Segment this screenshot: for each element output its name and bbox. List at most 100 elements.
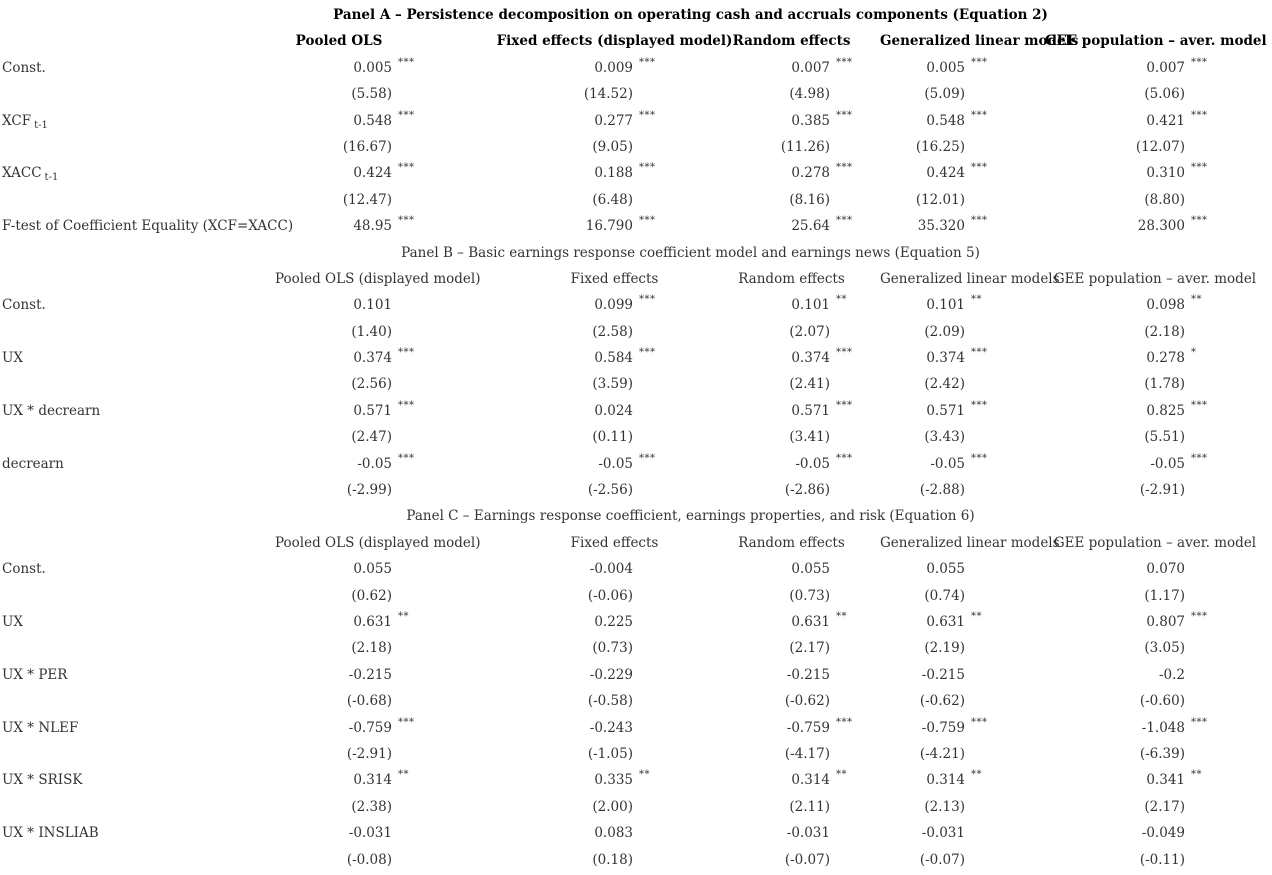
significance-stars bbox=[633, 736, 669, 762]
t-stat-value: (6.48) bbox=[592, 191, 633, 208]
significance-stars: *** bbox=[971, 109, 988, 121]
column-header-fixed-effects: Fixed effects (displayed model) bbox=[496, 33, 733, 50]
significance-stars bbox=[392, 842, 428, 868]
panel-a: Panel A – Persistence decomposition on o… bbox=[0, 2, 1267, 240]
significance-stars: *** bbox=[971, 215, 988, 227]
row-label: F-test of Coefficient Equality (XCF=XACC… bbox=[2, 218, 294, 235]
significance-stars bbox=[965, 76, 1001, 102]
t-stat-value: (2.58) bbox=[592, 323, 633, 340]
significance-stars bbox=[830, 630, 866, 656]
t-stat-row: (16.67) (9.05) (11.26) (16.25) (12.07) bbox=[0, 134, 1221, 160]
significance-stars bbox=[633, 76, 669, 102]
column-header-fixed-effects: Fixed effects bbox=[570, 270, 659, 287]
coefficient-value: 0.631 bbox=[926, 613, 965, 630]
row-label: Const. bbox=[2, 561, 46, 578]
coefficient-value: 0.571 bbox=[791, 402, 830, 419]
significance-stars: *** bbox=[398, 347, 415, 359]
coefficient-value: 0.314 bbox=[353, 772, 392, 789]
significance-stars bbox=[392, 472, 428, 498]
significance-stars bbox=[1185, 551, 1221, 577]
panel-b-title: Panel B – Basic earnings response coeffi… bbox=[401, 244, 980, 261]
t-stat-value: (-0.07) bbox=[919, 851, 965, 868]
t-stat-value: (5.51) bbox=[1144, 429, 1185, 446]
t-stat-value: (-2.99) bbox=[346, 482, 392, 499]
significance-stars bbox=[633, 630, 669, 656]
row-label: decrearn bbox=[2, 455, 64, 472]
significance-stars: *** bbox=[971, 347, 988, 359]
significance-stars: *** bbox=[971, 452, 988, 464]
coefficient-value: -0.2 bbox=[1158, 666, 1185, 683]
t-stat-row: (2.56) (3.59) (2.41) (2.42) (1.78) bbox=[0, 371, 1221, 397]
t-stat-value: (0.62) bbox=[351, 587, 392, 604]
significance-stars bbox=[1185, 815, 1221, 841]
t-stat-value: (0.11) bbox=[592, 429, 633, 446]
significance-stars bbox=[1185, 789, 1221, 815]
row-label: Const. bbox=[2, 59, 46, 76]
significance-stars bbox=[830, 366, 866, 392]
coefficient-value: 0.278 bbox=[791, 165, 830, 182]
significance-stars: ** bbox=[836, 610, 847, 622]
significance-stars bbox=[392, 789, 428, 815]
significance-stars bbox=[830, 472, 866, 498]
coefficient-value: 0.424 bbox=[926, 165, 965, 182]
t-stat-value: (14.52) bbox=[583, 86, 633, 103]
t-stat-value: (-2.56) bbox=[587, 482, 633, 499]
coefficient-value: 0.007 bbox=[791, 59, 830, 76]
significance-stars: *** bbox=[639, 56, 656, 68]
row-label bbox=[0, 371, 300, 397]
t-stat-row: (12.47) (6.48) (8.16) (12.01) (8.80) bbox=[0, 187, 1221, 213]
coefficient-value: -0.05 bbox=[1150, 455, 1185, 472]
coefficient-value: 0.571 bbox=[353, 402, 392, 419]
coefficient-value: 0.631 bbox=[791, 613, 830, 630]
significance-stars bbox=[392, 366, 428, 392]
significance-stars bbox=[1185, 76, 1221, 102]
coefficient-value: -0.031 bbox=[348, 825, 392, 842]
significance-stars bbox=[633, 657, 669, 683]
significance-stars: *** bbox=[639, 109, 656, 121]
column-header-glm: Generalized linear models bbox=[880, 534, 1060, 551]
coefficient-value: 0.548 bbox=[926, 112, 965, 129]
significance-stars bbox=[1185, 842, 1221, 868]
significance-stars: *** bbox=[1191, 109, 1208, 121]
t-stat-value: (-0.62) bbox=[919, 693, 965, 710]
t-stat-value: (0.18) bbox=[592, 851, 633, 868]
t-stat-value: (5.58) bbox=[351, 86, 392, 103]
significance-stars: *** bbox=[1191, 56, 1208, 68]
coefficient-row: F-test of Coefficient Equality (XCF=XACC… bbox=[0, 213, 1221, 239]
t-stat-value: (2.42) bbox=[924, 376, 965, 393]
t-stat-value: (2.00) bbox=[592, 798, 633, 815]
coefficient-value: 0.374 bbox=[926, 350, 965, 367]
significance-stars bbox=[965, 815, 1001, 841]
t-stat-value: (0.73) bbox=[789, 587, 830, 604]
significance-stars: *** bbox=[836, 162, 853, 174]
row-label bbox=[0, 583, 300, 609]
t-stat-value: (-2.88) bbox=[919, 482, 965, 499]
panel-c-title: Panel C – Earnings response coefficient,… bbox=[406, 508, 975, 525]
significance-stars bbox=[1185, 419, 1221, 445]
significance-stars bbox=[392, 578, 428, 604]
coefficient-row: UX * NLEF -0.759 *** -0.243 -0.759 *** -0.759 *… bbox=[0, 715, 1221, 741]
significance-stars: ** bbox=[836, 294, 847, 306]
significance-stars bbox=[633, 683, 669, 709]
coefficient-value: 0.548 bbox=[353, 112, 392, 129]
t-stat-row: (5.58) (14.52) (4.98) (5.09) (5.06) bbox=[0, 81, 1221, 107]
coefficient-value: -0.049 bbox=[1141, 825, 1185, 842]
coefficient-value: 0.421 bbox=[1146, 112, 1185, 129]
column-header-gee: GEE population – aver. model bbox=[1045, 33, 1267, 50]
significance-stars bbox=[965, 314, 1001, 340]
t-stat-value: (-2.91) bbox=[346, 745, 392, 762]
significance-stars bbox=[1185, 182, 1221, 208]
significance-stars bbox=[633, 472, 669, 498]
coefficient-row: UX * PER -0.215 -0.229 -0.215 -0.215 -0.2 bbox=[0, 662, 1221, 688]
t-stat-value: (12.47) bbox=[342, 191, 392, 208]
significance-stars: *** bbox=[836, 109, 853, 121]
t-stat-value: (3.43) bbox=[924, 429, 965, 446]
coefficient-value: 0.099 bbox=[594, 297, 633, 314]
significance-stars: *** bbox=[398, 399, 415, 411]
t-stat-value: (-0.06) bbox=[587, 587, 633, 604]
coefficient-value: -0.243 bbox=[589, 719, 633, 736]
t-stat-value: (1.78) bbox=[1144, 376, 1185, 393]
coefficient-row: UX * SRISK 0.314 ** 0.335 ** 0.314 ** 0.314 ** 0.… bbox=[0, 767, 1221, 793]
row-label bbox=[0, 847, 300, 873]
